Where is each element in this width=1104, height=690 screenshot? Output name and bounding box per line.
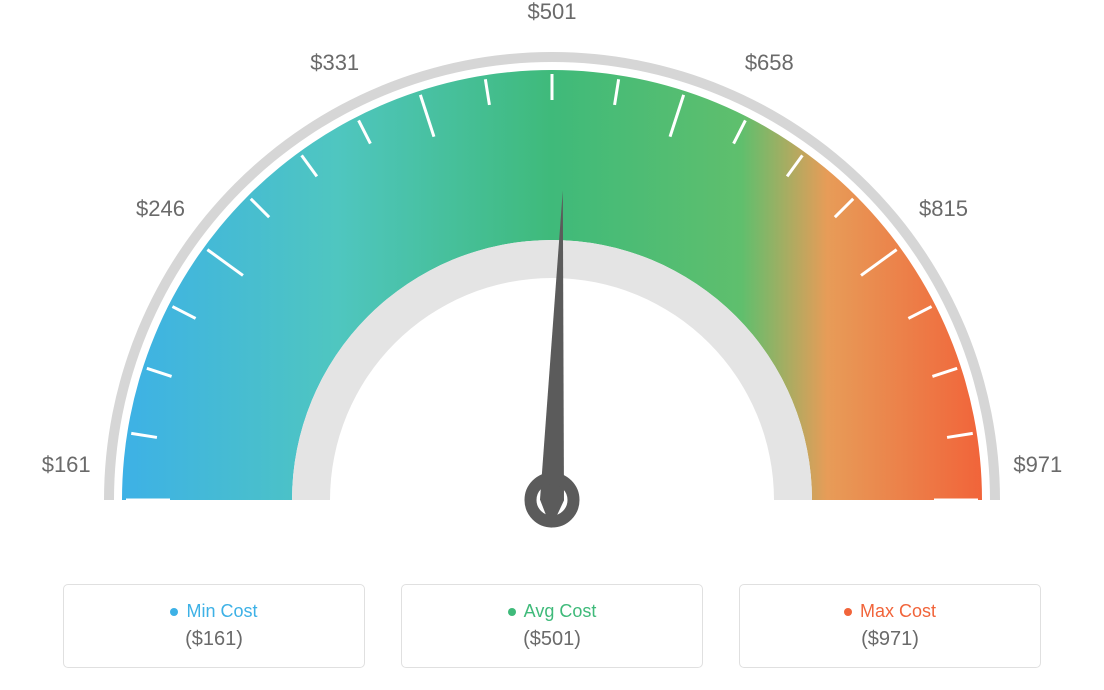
tick-label: $246: [136, 196, 185, 221]
legend-title-text: Max Cost: [860, 601, 936, 622]
tick-label: $501: [528, 0, 577, 24]
legend-value-max: ($971): [861, 628, 919, 651]
legend-card-min: Min Cost ($161): [63, 584, 365, 668]
legend-row: Min Cost ($161) Avg Cost ($501) Max Cost…: [0, 584, 1104, 668]
legend-title-min: Min Cost: [170, 601, 257, 622]
legend-card-avg: Avg Cost ($501): [401, 584, 703, 668]
legend-value-avg: ($501): [523, 628, 581, 651]
dot-icon: [844, 608, 852, 616]
legend-value-min: ($161): [185, 628, 243, 651]
tick-label: $971: [1013, 452, 1062, 477]
legend-title-max: Max Cost: [844, 601, 936, 622]
legend-card-max: Max Cost ($971): [739, 584, 1041, 668]
gauge-area: $161 $246 $331 $501 $658 $815 $971: [0, 0, 1104, 560]
tick-label: $331: [310, 50, 359, 75]
tick-label: $815: [919, 196, 968, 221]
legend-title-avg: Avg Cost: [508, 601, 597, 622]
tick-label: $161: [42, 452, 91, 477]
gauge-chart-container: $161 $246 $331 $501 $658 $815 $971 Min Cost ($…: [0, 0, 1104, 690]
tick-label: $658: [745, 50, 794, 75]
dot-icon: [170, 608, 178, 616]
legend-title-text: Min Cost: [186, 601, 257, 622]
dot-icon: [508, 608, 516, 616]
legend-title-text: Avg Cost: [524, 601, 597, 622]
gauge-svg: $161 $246 $331 $501 $658 $815 $971: [0, 0, 1104, 560]
